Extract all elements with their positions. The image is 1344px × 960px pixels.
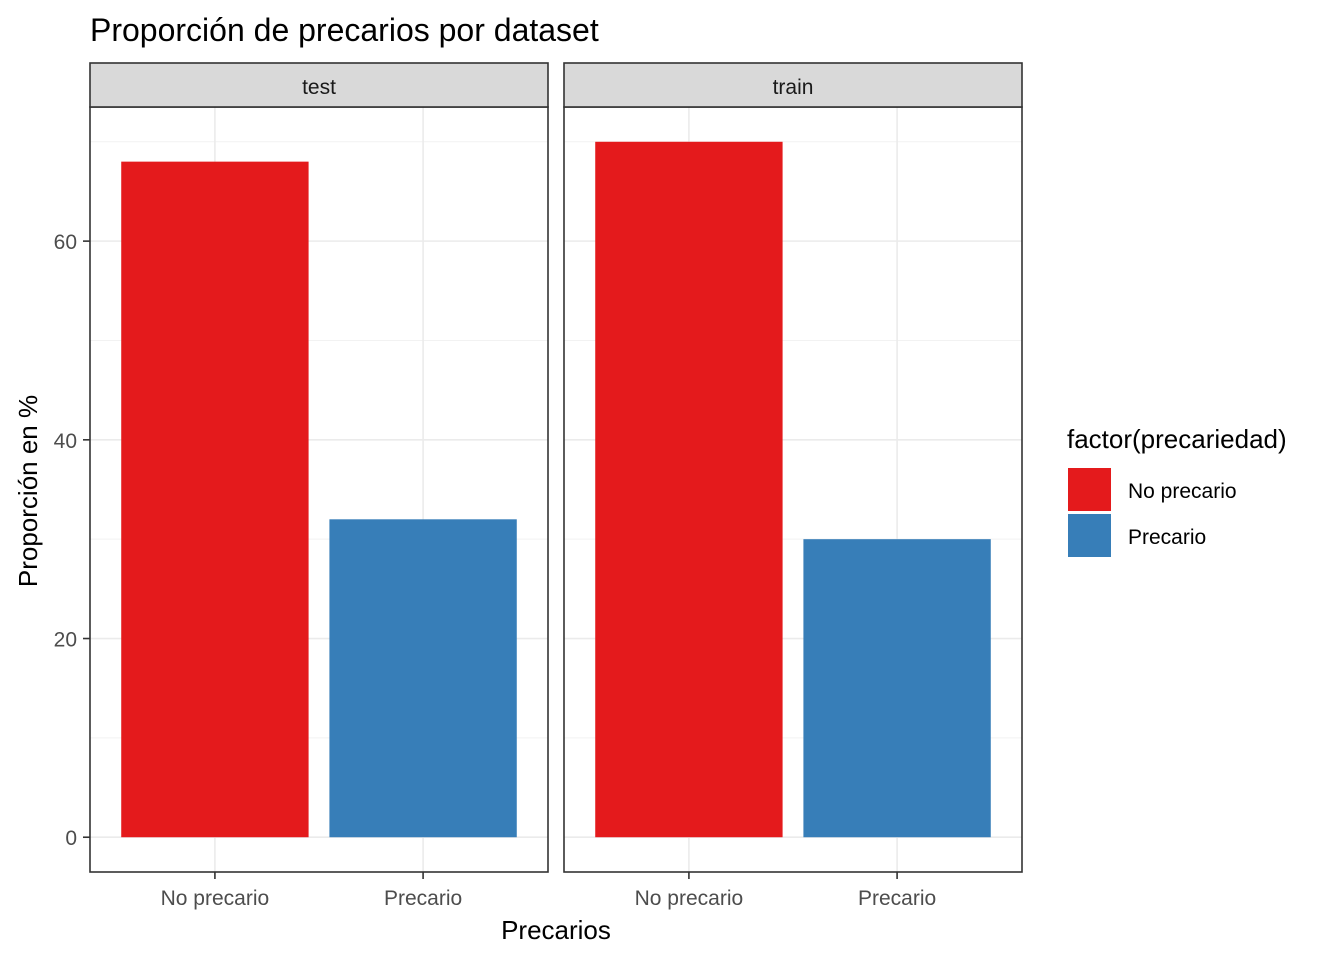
bar-train-no-precario — [595, 141, 783, 838]
bar-train-precario — [803, 539, 991, 838]
legend-key-no-precario — [1068, 468, 1111, 511]
y-tick-label: 60 — [54, 231, 77, 254]
facet-strip — [563, 62, 1023, 108]
legend-title: factor(precariedad) — [1067, 424, 1287, 454]
x-tick-label: Precario — [384, 887, 462, 910]
legend-label: No precario — [1128, 480, 1237, 503]
y-axis-title: Proporción en % — [13, 395, 43, 587]
facet-panel-train: train No precario Precario — [563, 62, 1023, 910]
facet-strip-label: train — [773, 76, 814, 99]
x-tick-label: Precario — [858, 887, 936, 910]
y-axis: 0 20 40 60 — [54, 231, 90, 850]
facet-panel-test: test No precario Precario — [89, 62, 549, 910]
bar-test-precario — [329, 519, 517, 838]
x-tick-label: No precario — [161, 887, 270, 910]
facet-strip — [89, 62, 549, 108]
x-tick-label: No precario — [635, 887, 744, 910]
legend-label: Precario — [1128, 526, 1206, 549]
facet-strip-label: test — [302, 76, 336, 99]
legend-key-precario — [1068, 514, 1111, 557]
y-tick-label: 40 — [54, 430, 77, 453]
legend: factor(precariedad) No precario Precario — [1067, 424, 1287, 557]
x-axis-title: Precarios — [501, 915, 611, 945]
chart-title: Proporción de precarios por dataset — [90, 12, 599, 48]
bar-test-no-precario — [121, 161, 309, 838]
facets: test No precario Precario train No precario P… — [89, 62, 1023, 910]
y-tick-label: 0 — [65, 827, 77, 850]
y-tick-label: 20 — [54, 629, 77, 652]
